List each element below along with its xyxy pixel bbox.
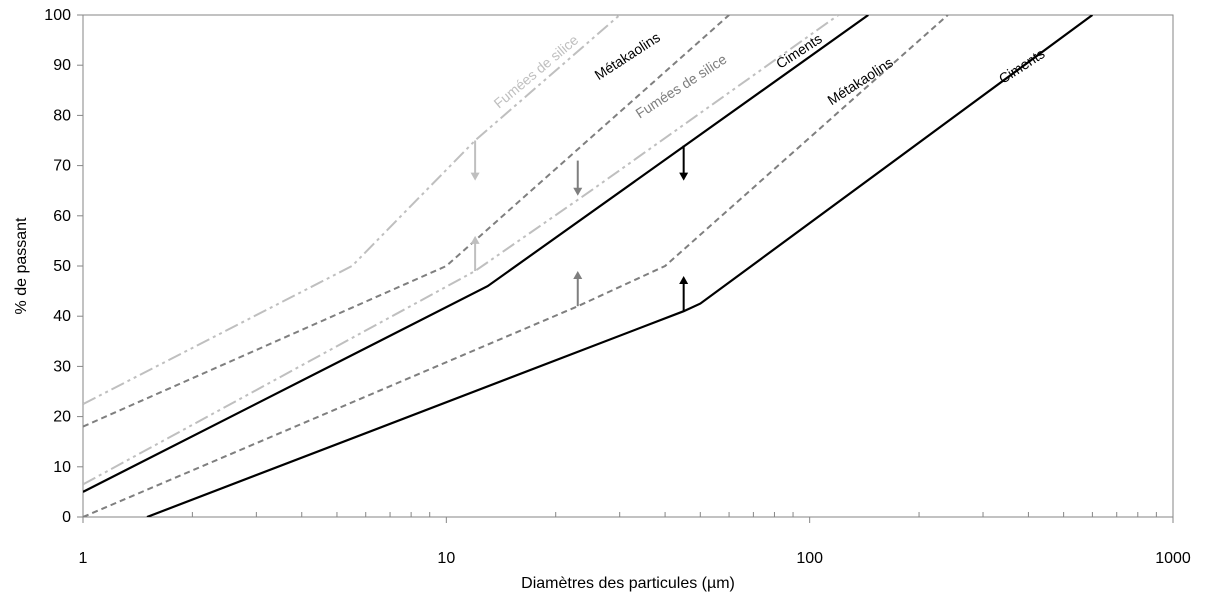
y-tick-labels: 0 10 20 30 40 50 60 70 80 90 100 (44, 7, 71, 526)
y-tick-label: 100 (44, 7, 71, 24)
y-tick-label: 70 (53, 158, 71, 175)
series-line (83, 15, 839, 486)
y-tick-label: 40 (53, 308, 71, 325)
curve-label: Métakaolins (824, 54, 895, 108)
series-line (83, 15, 869, 493)
x-tick-label: 1000 (1155, 550, 1191, 567)
y-tick-label: 60 (53, 208, 71, 225)
x-axis-title: Diamètres des particules (µm) (521, 575, 735, 592)
arrow-group (470, 140, 689, 312)
y-tick-label: 30 (53, 358, 71, 375)
x-tick-label: 100 (796, 550, 823, 567)
plot-border (82, 14, 1174, 518)
x-tick-label: 1 (79, 550, 88, 567)
curve-label: Fumées de silice (633, 51, 730, 122)
y-tick-label: 90 (53, 57, 71, 74)
arrow-head (679, 276, 689, 285)
x-tick-labels: 1 10 100 1000 (79, 550, 1191, 567)
y-tick-label: 0 (62, 509, 71, 526)
curve-label: Ciments (996, 45, 1048, 86)
arrow-head (573, 187, 583, 196)
plot-area (77, 14, 1174, 523)
curve-label: Fumées de silice (491, 31, 582, 111)
x-tick-label: 10 (437, 550, 455, 567)
series-line (83, 15, 949, 517)
y-tick-label: 50 (53, 258, 71, 275)
x-minor-ticks (191, 512, 1157, 517)
series-line (83, 15, 730, 428)
arrow-head (470, 172, 480, 181)
series-line (146, 15, 1094, 517)
y-tick-label: 20 (53, 409, 71, 426)
y-tick-label: 10 (53, 459, 71, 476)
y-axis-title: % de passant (13, 217, 30, 315)
curve-label: Métakaolins (591, 29, 662, 83)
arrow-head (470, 235, 480, 244)
arrow-head (573, 271, 583, 280)
y-tick-label: 80 (53, 107, 71, 124)
series-group (83, 15, 1094, 517)
series-line (83, 15, 621, 405)
arrow-head (679, 172, 689, 181)
